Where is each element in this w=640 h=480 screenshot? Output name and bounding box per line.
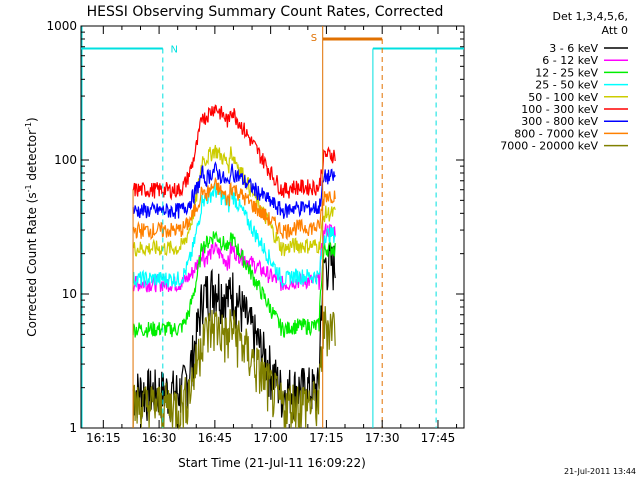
chart-title: HESSI Observing Summary Count Rates, Cor… [87,4,444,20]
series-layer [132,104,336,430]
legend-header-line-2: Att 0 [602,24,628,37]
legend-label: 3 - 6 keV [549,42,598,55]
x-tick-label: 17:15 [309,431,344,445]
legend-label: 6 - 12 keV [542,54,598,67]
legend-label: 300 - 800 keV [521,115,598,128]
series-line [132,306,336,430]
annotation-layer: NS [81,26,464,428]
tick-layer: 16:15 16:30 16:45 17:00 17:15 17:30 17:45 1 10 10… [46,19,464,445]
y-tick-label: 1000 [46,19,77,33]
legend-label: 800 - 7000 keV [514,127,598,140]
legend-label: 25 - 50 keV [535,79,598,92]
legend-header-line-1: Det 1,3,4,5,6, [552,10,628,23]
legend-label: 100 - 300 keV [521,103,598,116]
y-tick-label: 1 [69,421,77,435]
series-line [132,230,336,338]
saa-label: S [311,33,317,44]
footer-date: 21-Jul-2011 13:44 [564,467,636,476]
y-tick-label: 100 [54,153,77,167]
series-line [132,183,336,289]
legend-label: 7000 - 20000 keV [500,140,598,153]
x-tick-label: 17:30 [365,431,400,445]
x-axis-label: Start Time (21-Jul-11 16:09:22) [178,456,366,470]
series-line [132,104,336,201]
series-line [132,144,336,257]
series-line [132,176,336,241]
x-tick-label: 16:45 [198,431,233,445]
x-tick-label: 16:15 [86,431,121,445]
legend-label: 50 - 100 keV [528,91,598,104]
y-axis-label: Corrected Count Rate (s-1 detector-1) [24,117,39,336]
legend-label: 12 - 25 keV [535,66,598,79]
night-label: N [171,44,178,55]
x-tick-label: 16:30 [142,431,177,445]
x-tick-label: 17:00 [253,431,288,445]
plot-frame [80,25,465,429]
x-tick-label: 17:45 [421,431,456,445]
y-tick-label: 10 [62,287,77,301]
series-line [132,161,336,219]
